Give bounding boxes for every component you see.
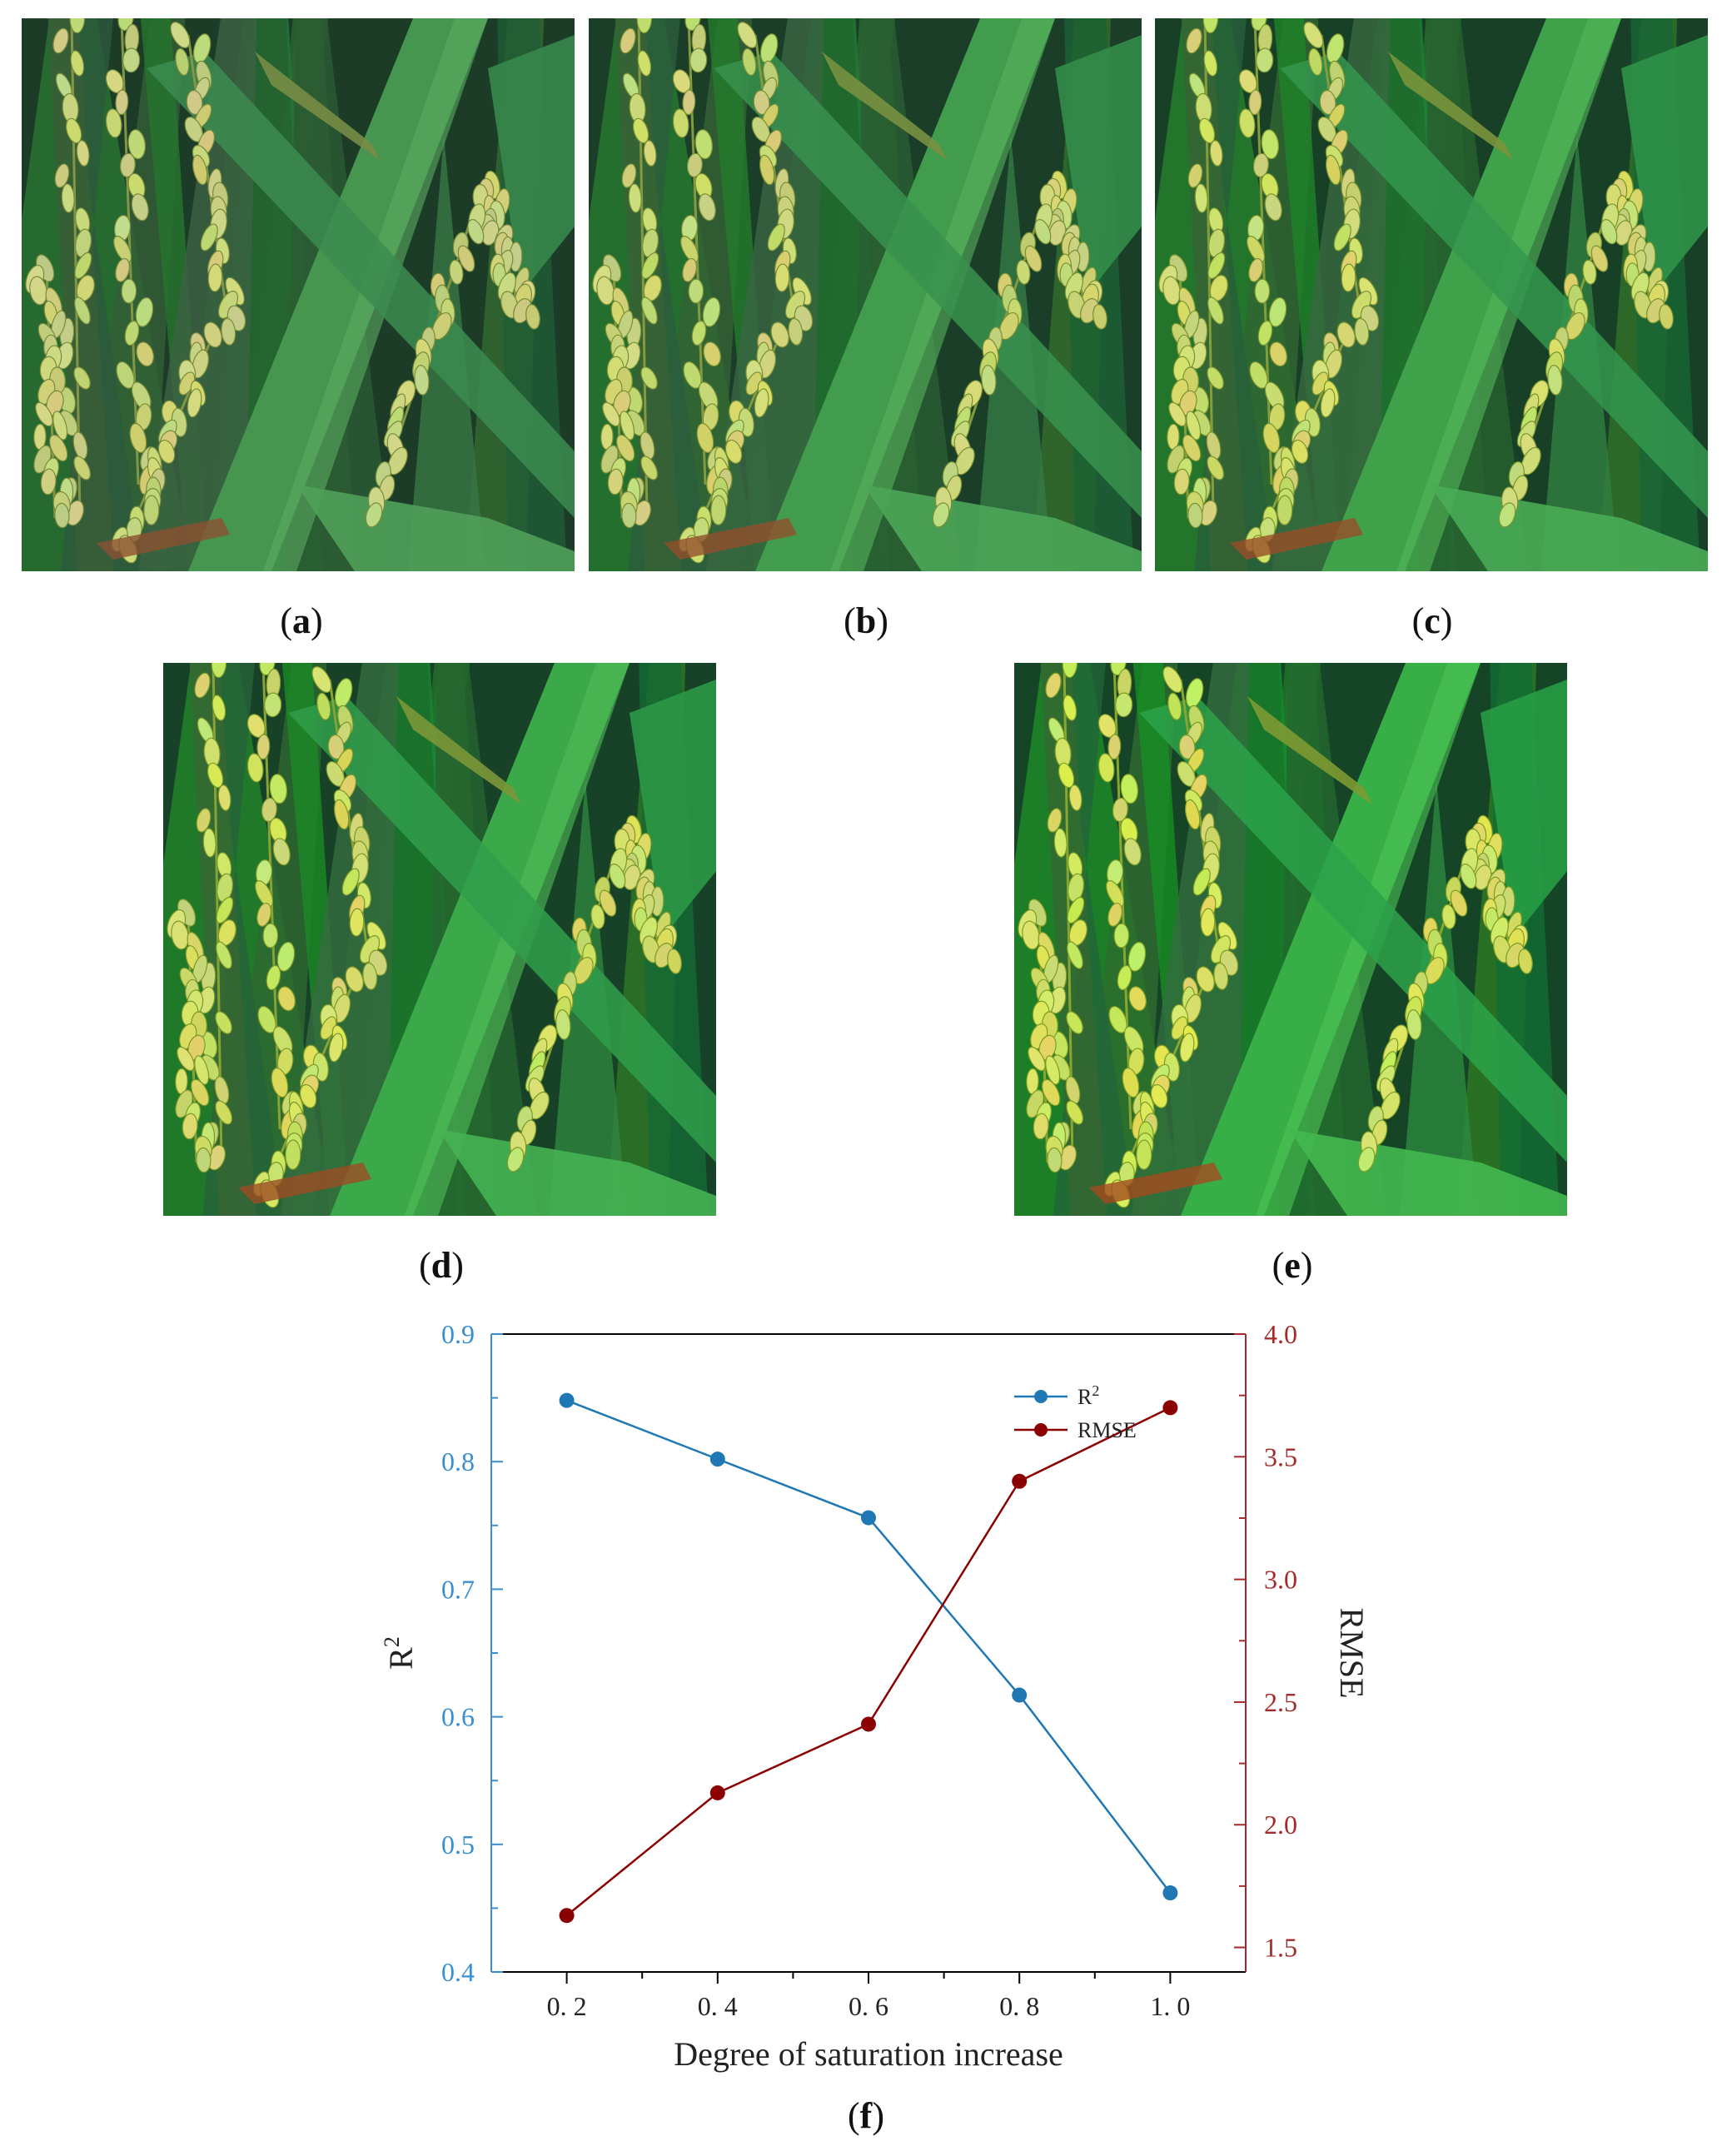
- x-tick-label: 0. 8: [999, 1991, 1039, 2021]
- legend-marker-r2: [1034, 1390, 1048, 1403]
- left-tick-label: 0.8: [441, 1446, 475, 1476]
- x-tick-label: 0. 6: [849, 1991, 888, 2021]
- rice-photo-c: [1155, 18, 1708, 571]
- data-point-r2: [1162, 1885, 1178, 1901]
- caption-c-letter: c: [1424, 600, 1441, 641]
- photo-d: [163, 663, 716, 1216]
- rice-photo-a: [22, 18, 575, 571]
- data-point-rmse: [1012, 1473, 1028, 1489]
- series-line-r2: [566, 1399, 1172, 1894]
- data-point-r2: [1012, 1687, 1028, 1703]
- rice-photo-b: [589, 18, 1142, 571]
- legend-label-rmse: RMSE: [1078, 1418, 1137, 1442]
- caption-a-letter: a: [292, 600, 311, 641]
- right-tick-label: 2.0: [1264, 1810, 1297, 1840]
- caption-a: (a): [280, 600, 323, 641]
- photo-a: [22, 18, 575, 571]
- caption-f: (f): [848, 2095, 884, 2136]
- caption-e-letter: e: [1284, 1245, 1301, 1286]
- series-line-rmse: [565, 1407, 1171, 1917]
- caption-b-letter: b: [855, 600, 877, 641]
- right-tick-label: 1.5: [1264, 1933, 1297, 1963]
- caption-c: (c): [1411, 600, 1453, 641]
- data-point-r2: [559, 1392, 575, 1408]
- caption-e: (e): [1272, 1245, 1313, 1286]
- x-tick-label: 0. 4: [698, 1991, 738, 2021]
- y-axis-right-label: RMSE: [1333, 1608, 1371, 1699]
- rice-photo-d: [163, 663, 716, 1216]
- y-axis-left-label: R2: [380, 1636, 420, 1670]
- left-tick-label: 0.5: [441, 1830, 475, 1860]
- photo-e: [1014, 663, 1567, 1216]
- photo-c: [1155, 18, 1708, 571]
- left-tick-label: 0.4: [441, 1957, 475, 1987]
- rice-photo-e: [1014, 663, 1567, 1216]
- data-point-rmse: [559, 1908, 575, 1924]
- x-axis-label: Degree of saturation increase: [674, 2035, 1063, 2073]
- legend-marker-rmse: [1034, 1423, 1048, 1437]
- photo-b: [589, 18, 1142, 571]
- dual-axis-line-chart: 0.4 0.5 0.6 0.7 0.8 0.9 1.5 2.0 2.5 3.0 3.5 4.0 0. 2…: [380, 1319, 1371, 2073]
- x-tick-label: 0. 2: [547, 1991, 587, 2021]
- right-tick-label: 4.0: [1264, 1319, 1297, 1349]
- right-tick-label: 2.5: [1264, 1687, 1297, 1717]
- data-point-r2: [709, 1451, 725, 1467]
- left-tick-label: 0.7: [441, 1574, 475, 1604]
- caption-d: (d): [419, 1245, 464, 1286]
- caption-f-letter: f: [859, 2095, 873, 2136]
- left-tick-label: 0.6: [441, 1702, 475, 1732]
- legend-label-r2: R2: [1078, 1382, 1099, 1409]
- right-tick-label: 3.0: [1264, 1565, 1297, 1595]
- data-point-rmse: [861, 1716, 876, 1732]
- data-point-r2: [861, 1510, 876, 1526]
- caption-d-letter: d: [431, 1245, 452, 1286]
- right-tick-label: 3.5: [1264, 1441, 1297, 1471]
- x-tick-label: 1. 0: [1150, 1991, 1190, 2021]
- data-point-rmse: [1162, 1400, 1178, 1416]
- caption-b: (b): [844, 600, 888, 641]
- data-point-rmse: [709, 1785, 725, 1800]
- left-tick-label: 0.9: [441, 1319, 475, 1349]
